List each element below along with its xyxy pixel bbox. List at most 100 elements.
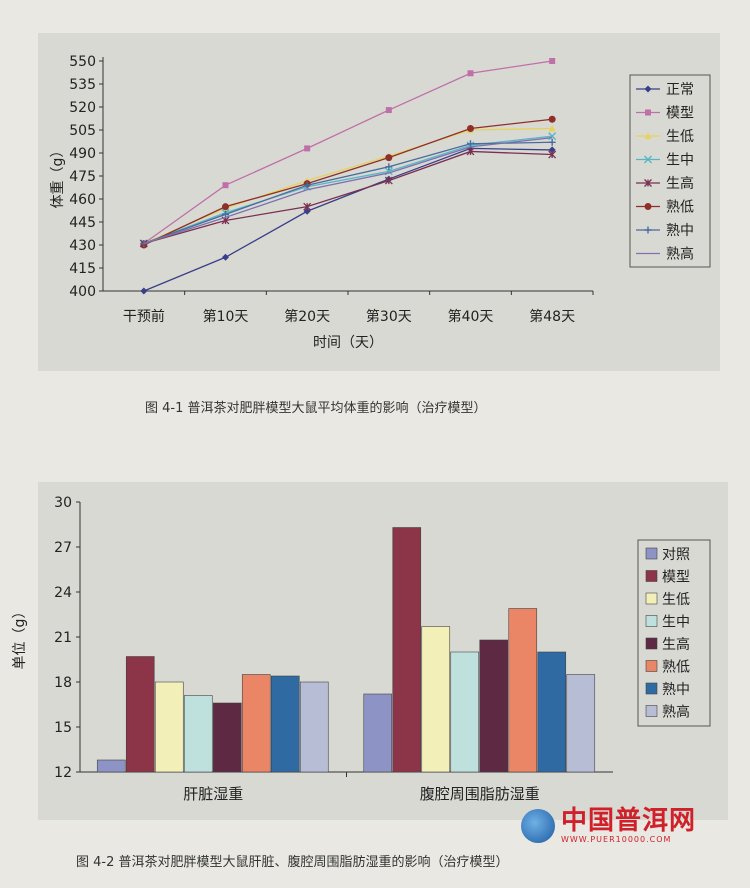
data-point [466, 147, 475, 156]
y-tick-label: 27 [54, 540, 72, 556]
bar-生低 [421, 626, 451, 773]
data-point [467, 140, 474, 148]
y-tick-label: 18 [54, 675, 72, 691]
y-tick-label: 415 [69, 261, 96, 277]
bar-生低 [154, 681, 184, 773]
y-tick-label: 505 [69, 123, 96, 139]
bar-熟中 [270, 675, 300, 773]
data-point [140, 239, 148, 247]
series-line [143, 150, 553, 245]
data-point [222, 182, 229, 189]
series-line [143, 127, 553, 245]
legend-box [637, 539, 711, 727]
x-category-label: 腹腔周围脂肪湿重 [420, 785, 540, 803]
legend-label: 生中 [666, 153, 694, 169]
y-tick-label: 400 [69, 284, 96, 300]
data-point [303, 207, 311, 215]
x-tick-label: 第40天 [448, 308, 494, 325]
data-point [222, 253, 229, 261]
bar-chart: 12 15 18 21 24 27 30 单位（g） 肝脏湿重 腹腔周围脂肪湿重 对照模型生低生中生… [12, 495, 711, 803]
legend-swatch [645, 570, 658, 582]
legend-marker [644, 203, 652, 210]
data-point [467, 70, 474, 77]
legend-marker [645, 109, 651, 116]
site-watermark: 中国普洱网 WWW.PUER10000.COM [520, 806, 696, 844]
data-point [548, 138, 556, 146]
legend-label: 熟高 [666, 246, 694, 263]
series-生高 [139, 147, 557, 248]
y-tick-label: 24 [54, 585, 72, 601]
legend-label: 熟中 [666, 223, 694, 239]
y-tick-label: 535 [69, 77, 96, 93]
series-熟低 [140, 115, 556, 249]
data-point [385, 163, 393, 171]
data-point [548, 115, 556, 123]
legend-label: 生低 [666, 129, 694, 145]
legend-label: 模型 [666, 106, 694, 122]
watermark-title: 中国普洱网 [560, 806, 696, 836]
legend-label: 生低 [662, 592, 690, 608]
bar-chart-panel: 12 15 18 21 24 27 30 单位（g） 肝脏湿重 腹腔周围脂肪湿重 对照 模型 生低 生中生… [12, 482, 728, 820]
data-point [548, 150, 557, 159]
legend-swatch [645, 547, 658, 560]
legend-swatch [645, 682, 658, 695]
y-tick-label: 21 [54, 630, 72, 646]
bar-生中 [183, 695, 213, 773]
data-point [222, 203, 229, 211]
legend-label: 熟中 [662, 682, 690, 698]
data-point [548, 124, 556, 132]
legend-label: 模型 [662, 570, 690, 586]
legend-swatch [645, 637, 658, 650]
series-正常 [140, 144, 556, 295]
legend-swatch [645, 615, 658, 627]
series-line [143, 137, 553, 245]
series-熟中 [140, 138, 556, 247]
bar-生高 [212, 702, 242, 773]
series-line [143, 141, 553, 245]
legend-swatch [645, 660, 658, 672]
bar-对照 [363, 693, 393, 773]
legend-marker [644, 179, 652, 187]
data-point [549, 58, 556, 64]
y-tick-label: 445 [69, 215, 96, 231]
y-tick-label: 15 [54, 720, 72, 736]
series-line [143, 118, 553, 246]
series-line [143, 147, 553, 292]
data-point [385, 107, 392, 114]
legend-marker [644, 226, 652, 234]
y-tick-label: 520 [69, 100, 96, 116]
bar-模型 [125, 656, 155, 773]
bar-熟中 [537, 651, 567, 773]
legend-label: 熟低 [666, 200, 694, 216]
y-tick-label: 550 [69, 54, 96, 70]
data-point [384, 176, 393, 185]
line-chart: 400 415 430 445 460 475 490 505 520 535 550 干预前 第10天… [50, 54, 711, 351]
y-tick-label: 430 [69, 238, 96, 254]
y-tick-label: 460 [69, 192, 96, 208]
legend-label: 熟高 [662, 704, 690, 721]
legend-marker [644, 155, 652, 164]
x-tick-label: 第48天 [529, 308, 575, 325]
y-tick-label: 475 [69, 169, 96, 185]
legend-label: 对照 [662, 547, 690, 563]
data-point [303, 202, 312, 211]
bar-生高 [479, 639, 509, 773]
legend-label: 正常 [666, 82, 694, 98]
bar-熟高 [566, 674, 596, 773]
data-point [304, 145, 311, 152]
x-category-label: 肝脏湿重 [183, 785, 243, 803]
legend-marker [644, 132, 652, 139]
data-point [303, 181, 311, 189]
series-熟高 [143, 137, 553, 245]
legend-swatch [645, 705, 658, 717]
y-axis-title: 体重（g） [50, 144, 66, 209]
legend-label: 熟低 [662, 660, 690, 676]
y-tick-label: 12 [54, 765, 72, 781]
watermark-url: WWW.PUER10000.COM [560, 835, 672, 844]
figure-caption-2: 图 4-2 普洱茶对肥胖模型大鼠肝脏、腹腔周围脂肪湿重的影响（治疗模型） [76, 855, 509, 870]
data-point [385, 154, 393, 162]
y-tick-label: 30 [54, 495, 72, 511]
bar-对照 [96, 759, 126, 773]
data-point [140, 287, 148, 295]
line-chart-panel: 400 415 430 445 460 475 490 505 520 535 550 干预前 第10天… [38, 33, 720, 371]
